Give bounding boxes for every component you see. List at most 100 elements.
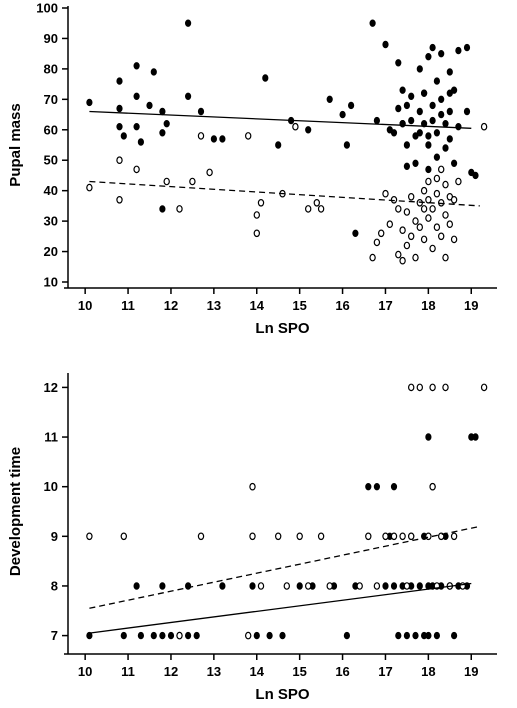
pupal-mass-chart: 10 20 30 40 50 60 70 80 90 100 10 11 12 13 14 15 16 17 18 1… bbox=[7, 1, 497, 337]
development-time-hollow-point bbox=[120, 532, 128, 541]
pupal-mass-hollow-point bbox=[433, 189, 441, 198]
pupal-mass-hollow-point bbox=[429, 205, 436, 213]
pupal-mass-hollow-point bbox=[86, 183, 93, 192]
development-time-filled-point bbox=[167, 631, 175, 640]
pupal-mass-hollow-point bbox=[442, 211, 449, 219]
pupal-mass-x-tick-label: 14 bbox=[250, 298, 265, 313]
pupal-mass-filled-point bbox=[343, 141, 350, 149]
pupal-mass-x-axis-title: Ln SPO bbox=[255, 320, 310, 337]
development-time-hollow-point bbox=[450, 532, 458, 541]
pupal-mass-hollow-point bbox=[425, 177, 432, 186]
development-time-hollow-point bbox=[296, 532, 303, 541]
development-time-x-tick-label: 17 bbox=[378, 664, 392, 679]
pupal-mass-dashed-trend-line bbox=[89, 180, 480, 207]
development-time-filled-point bbox=[451, 631, 458, 640]
development-time-filled-point bbox=[150, 631, 157, 640]
development-time-x-tick-label: 12 bbox=[164, 664, 178, 679]
development-time-trend-lines bbox=[89, 525, 480, 634]
development-time-x-tick-label: 13 bbox=[207, 664, 221, 679]
pupal-mass-hollow-point bbox=[206, 168, 213, 177]
pupal-mass-hollow-point bbox=[420, 205, 428, 213]
pupal-mass-hollow-point bbox=[420, 186, 428, 195]
pupal-mass-hollow-point bbox=[116, 196, 123, 204]
pupal-mass-filled-point bbox=[446, 107, 453, 116]
pupal-mass-filled-point bbox=[442, 120, 449, 128]
pupal-mass-filled-point bbox=[210, 135, 217, 143]
pupal-mass-hollow-point bbox=[176, 205, 183, 213]
pupal-mass-filled-point bbox=[433, 153, 440, 161]
pupal-mass-filled-point bbox=[133, 62, 140, 70]
development-time-hollow-point bbox=[305, 582, 312, 590]
pupal-mass-filled-point bbox=[416, 65, 423, 73]
pupal-mass-hollow-point bbox=[442, 253, 449, 262]
pupal-mass-filled-point bbox=[463, 43, 471, 52]
development-time-hollow-point bbox=[408, 532, 415, 541]
pupal-mass-x-tick-label: 11 bbox=[121, 298, 135, 313]
pupal-mass-filled-point bbox=[416, 129, 423, 137]
development-time-hollow-point bbox=[86, 532, 93, 541]
pupal-mass-x-tick-label: 16 bbox=[335, 298, 349, 313]
development-time-filled-point bbox=[425, 631, 432, 640]
pupal-mass-filled-point bbox=[369, 19, 376, 27]
pupal-mass-y-tick-label: 70 bbox=[44, 92, 58, 107]
development-time-filled-point bbox=[403, 631, 410, 640]
pupal-mass-hollow-point bbox=[189, 177, 196, 186]
pupal-mass-hollow-point bbox=[403, 241, 411, 250]
pupal-mass-x-tick-label: 19 bbox=[464, 298, 478, 313]
development-time-filled-point bbox=[86, 631, 93, 640]
pupal-mass-filled-point bbox=[463, 107, 471, 116]
pupal-mass-y-tick-label: 100 bbox=[36, 1, 58, 16]
pupal-mass-filled-point bbox=[446, 135, 453, 143]
pupal-mass-filled-point bbox=[438, 110, 445, 119]
pupal-mass-y-axis-title: Pupal mass bbox=[7, 103, 24, 186]
development-time-y-tick-label: 11 bbox=[44, 430, 58, 445]
pupal-mass-filled-point bbox=[438, 50, 445, 58]
pupal-mass-hollow-point bbox=[412, 253, 419, 262]
development-time-y-tick-label: 12 bbox=[44, 380, 58, 395]
development-time-hollow-point bbox=[399, 532, 406, 541]
development-time-hollow-point bbox=[429, 383, 436, 392]
development-time-filled-point bbox=[390, 483, 398, 491]
pupal-mass-filled-point bbox=[455, 123, 462, 131]
development-time-y-axis-title: Development time bbox=[7, 447, 24, 576]
development-time-hollow-point bbox=[283, 582, 290, 590]
pupal-mass-x-tick-label: 10 bbox=[78, 298, 92, 313]
pupal-mass-x-tick-label: 15 bbox=[292, 298, 306, 313]
pupal-mass-filled-point bbox=[262, 74, 269, 82]
development-time-filled-point bbox=[253, 631, 260, 640]
development-time-hollow-point bbox=[382, 532, 389, 541]
development-time-filled-point bbox=[159, 582, 166, 590]
pupal-mass-hollow-point bbox=[480, 122, 488, 131]
pupal-mass-solid-trend-line bbox=[89, 110, 472, 129]
development-time-filled-point bbox=[390, 582, 398, 590]
development-time-hollow-point bbox=[390, 532, 398, 541]
pupal-mass-y-tick-label: 10 bbox=[44, 275, 58, 290]
pupal-mass-filled-point bbox=[399, 86, 406, 94]
development-time-hollow-point bbox=[249, 482, 256, 491]
development-time-hollow-point bbox=[249, 532, 256, 541]
pupal-mass-hollow-point bbox=[253, 211, 260, 219]
pupal-mass-hollow-point bbox=[253, 229, 260, 238]
pupal-mass-hollow-point bbox=[395, 205, 402, 213]
pupal-mass-hollow-point bbox=[433, 223, 441, 232]
pupal-mass-filled-point bbox=[433, 129, 440, 137]
pupal-mass-hollow-point bbox=[438, 165, 445, 174]
pupal-mass-x-tick-label: 12 bbox=[164, 298, 178, 313]
pupal-mass-filled-point bbox=[159, 107, 166, 116]
development-time-x-tick-label: 10 bbox=[78, 664, 92, 679]
pupal-mass-hollow-point bbox=[317, 205, 325, 213]
development-time-filled-point bbox=[472, 433, 479, 441]
pupal-mass-filled-point bbox=[408, 116, 415, 125]
development-time-hollow-point bbox=[244, 631, 252, 640]
pupal-mass-hollow-point bbox=[408, 232, 415, 241]
pupal-mass-filled-point bbox=[433, 77, 440, 85]
pupal-mass-hollow-point bbox=[373, 238, 381, 247]
development-time-filled-point bbox=[365, 483, 372, 491]
development-time-solid-trend-line bbox=[89, 582, 472, 634]
development-time-filled-point bbox=[279, 631, 286, 640]
development-time-filled-point bbox=[137, 631, 144, 640]
development-time-x-tick-label: 15 bbox=[292, 664, 306, 679]
development-time-hollow-point bbox=[442, 383, 449, 392]
pupal-mass-filled-point bbox=[438, 95, 445, 104]
pupal-mass-y-tick-label: 90 bbox=[44, 31, 58, 46]
